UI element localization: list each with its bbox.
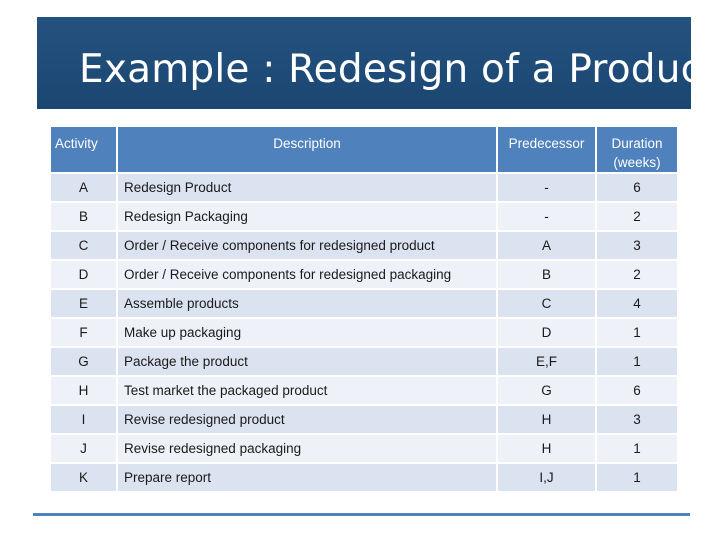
cell-duration: 6 (597, 375, 677, 404)
header-activity: Activity (51, 127, 118, 172)
cell-activity: D (51, 259, 118, 288)
cell-duration: 2 (597, 259, 677, 288)
cell-duration: 2 (597, 201, 677, 230)
cell-description: Make up packaging (118, 317, 498, 346)
cell-predecessor: B (498, 259, 597, 288)
table-row: J Revise redesigned packaging H 1 (51, 433, 677, 462)
cell-activity: A (51, 172, 118, 201)
table-row: K Prepare report I,J 1 (51, 462, 677, 491)
header-predecessor: Predecessor (498, 127, 597, 172)
cell-description: Test market the packaged product (118, 375, 498, 404)
cell-activity: B (51, 201, 118, 230)
cell-duration: 1 (597, 433, 677, 462)
cell-duration: 1 (597, 462, 677, 491)
header-duration-line1: Duration (611, 136, 663, 151)
cell-duration: 3 (597, 230, 677, 259)
cell-predecessor: - (498, 201, 597, 230)
cell-predecessor: I,J (498, 462, 597, 491)
cell-description: Prepare report (118, 462, 498, 491)
table-row: I Revise redesigned product H 3 (51, 404, 677, 433)
cell-activity: H (51, 375, 118, 404)
cell-activity: C (51, 230, 118, 259)
bottom-divider (33, 513, 690, 516)
cell-duration: 3 (597, 404, 677, 433)
cell-description: Revise redesigned product (118, 404, 498, 433)
cell-description: Package the product (118, 346, 498, 375)
slide-title: Example : Redesign of a Product (79, 47, 718, 92)
cell-predecessor: H (498, 404, 597, 433)
title-band: Example : Redesign of a Product (37, 17, 718, 109)
cell-description: Order / Receive components for redesigne… (118, 259, 498, 288)
cell-duration: 1 (597, 317, 677, 346)
table-row: F Make up packaging D 1 (51, 317, 677, 346)
cell-description: Redesign Product (118, 172, 498, 201)
cell-predecessor: C (498, 288, 597, 317)
cell-activity: I (51, 404, 118, 433)
header-duration-line2: (weeks) (613, 155, 661, 170)
table-row: E Assemble products C 4 (51, 288, 677, 317)
cell-description: Order / Receive components for redesigne… (118, 230, 498, 259)
table-row: G Package the product E,F 1 (51, 346, 677, 375)
cell-predecessor: D (498, 317, 597, 346)
cell-description: Assemble products (118, 288, 498, 317)
cell-predecessor: G (498, 375, 597, 404)
cell-description: Redesign Packaging (118, 201, 498, 230)
cell-activity: K (51, 462, 118, 491)
cell-activity: E (51, 288, 118, 317)
cell-duration: 1 (597, 346, 677, 375)
table-header-row: Activity Description Predecessor Duratio… (51, 127, 677, 172)
activity-table: Activity Description Predecessor Duratio… (51, 127, 677, 491)
cell-activity: F (51, 317, 118, 346)
cell-predecessor: E,F (498, 346, 597, 375)
table-row: H Test market the packaged product G 6 (51, 375, 677, 404)
cell-predecessor: H (498, 433, 597, 462)
cell-predecessor: - (498, 172, 597, 201)
cell-description: Revise redesigned packaging (118, 433, 498, 462)
cell-duration: 4 (597, 288, 677, 317)
cell-activity: G (51, 346, 118, 375)
header-duration: Duration (weeks) (597, 127, 677, 172)
table-row: B Redesign Packaging - 2 (51, 201, 677, 230)
cell-predecessor: A (498, 230, 597, 259)
header-description: Description (118, 127, 498, 172)
table-row: D Order / Receive components for redesig… (51, 259, 677, 288)
cell-activity: J (51, 433, 118, 462)
table-row: C Order / Receive components for redesig… (51, 230, 677, 259)
table-row: A Redesign Product - 6 (51, 172, 677, 201)
cell-duration: 6 (597, 172, 677, 201)
